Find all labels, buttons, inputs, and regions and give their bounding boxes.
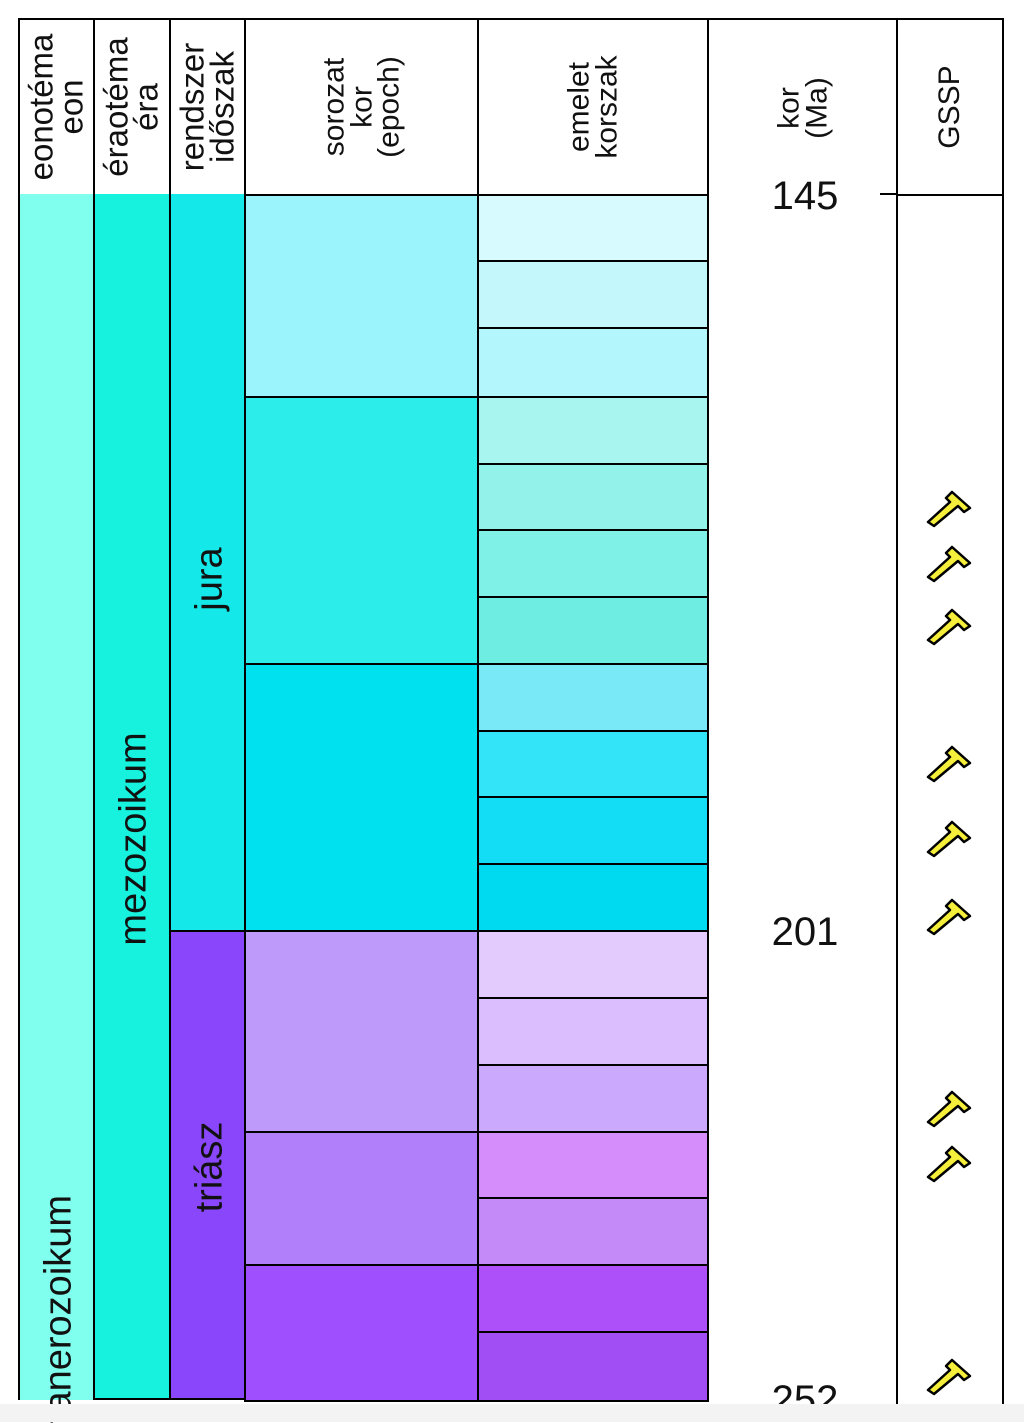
- stage-cell: [477, 260, 709, 329]
- header-epoch-line1: sorozat: [317, 57, 351, 157]
- header-era-line2: éra: [128, 83, 165, 131]
- gssp-golden-spike-icon: [926, 1358, 972, 1396]
- era-cell: mezozoikum: [93, 194, 171, 1400]
- era-label: mezozoikum: [112, 732, 155, 946]
- stage-cell: [477, 327, 709, 398]
- header-stage-line2: korszak: [590, 55, 623, 159]
- stage-cell: [477, 1264, 709, 1333]
- header-period: rendszer időszak: [169, 18, 246, 196]
- header-age-tick: [880, 193, 898, 195]
- stage-cell: [477, 1064, 709, 1133]
- header-stage: emelet korszak: [477, 18, 709, 196]
- gssp-golden-spike-icon: [926, 898, 972, 936]
- header-age: kor (Ma): [707, 18, 898, 196]
- stage-cell: [477, 194, 709, 262]
- bottom-margin: [0, 1404, 1024, 1422]
- epoch-cell: [244, 930, 479, 1133]
- age-label-middle: 201: [771, 910, 839, 954]
- header-period-line2: időszak: [203, 51, 241, 163]
- stage-cell: [477, 396, 709, 465]
- gssp-golden-spike-icon: [926, 545, 972, 583]
- gssp-golden-spike-icon: [926, 490, 972, 528]
- gssp-column: [896, 194, 1004, 1406]
- epoch-cell: [244, 396, 479, 665]
- header-epoch-line3: (epoch): [372, 56, 406, 158]
- eon-label: fanerozoikum: [37, 1194, 80, 1423]
- header-eon-line2: eon: [52, 79, 90, 135]
- header-epoch: sorozat kor (epoch): [244, 18, 479, 196]
- period-label-triasz: triász: [188, 1121, 231, 1213]
- header-era: éraotéma éra: [93, 18, 171, 196]
- header-age-line1: kor: [771, 87, 805, 129]
- period-label-jura: jura: [188, 547, 231, 611]
- stage-cell: [477, 730, 709, 798]
- header-stage-line1: emelet: [562, 61, 596, 153]
- header-period-line1: rendszer: [173, 42, 211, 172]
- stage-cell: [477, 1131, 709, 1199]
- stage-cell: [477, 930, 709, 999]
- period-cell-triasz: triász: [169, 930, 246, 1400]
- header-eon-line1: eonotéma: [22, 33, 60, 181]
- gssp-golden-spike-icon: [926, 1090, 972, 1128]
- stage-cell: [477, 529, 709, 598]
- stage-cell: [477, 1331, 709, 1402]
- stage-cell: [477, 1197, 709, 1266]
- epoch-cell: [244, 663, 479, 932]
- gssp-golden-spike-icon: [926, 745, 972, 783]
- stage-cell: [477, 796, 709, 865]
- period-cell-jura: jura: [169, 194, 246, 932]
- header-eon: eonotéma eon: [18, 18, 95, 196]
- stage-cell: [477, 596, 709, 665]
- gssp-golden-spike-icon: [926, 1145, 972, 1183]
- epoch-cell: [244, 1131, 479, 1266]
- header-age-line2: (Ma): [799, 77, 833, 139]
- header-gssp-label: GSSP: [933, 65, 967, 149]
- header-epoch-line2: kor: [344, 86, 378, 128]
- age-label-top: 145: [771, 174, 839, 218]
- gssp-golden-spike-icon: [926, 608, 972, 646]
- epoch-cell: [244, 194, 479, 398]
- stage-cell: [477, 463, 709, 531]
- stage-cell: [477, 863, 709, 932]
- epoch-cell: [244, 1264, 479, 1402]
- eon-cell: fanerozoikum: [18, 194, 95, 1423]
- gssp-golden-spike-icon: [926, 820, 972, 858]
- header-gssp: GSSP: [896, 18, 1004, 196]
- stage-cell: [477, 663, 709, 732]
- stage-cell: [477, 997, 709, 1066]
